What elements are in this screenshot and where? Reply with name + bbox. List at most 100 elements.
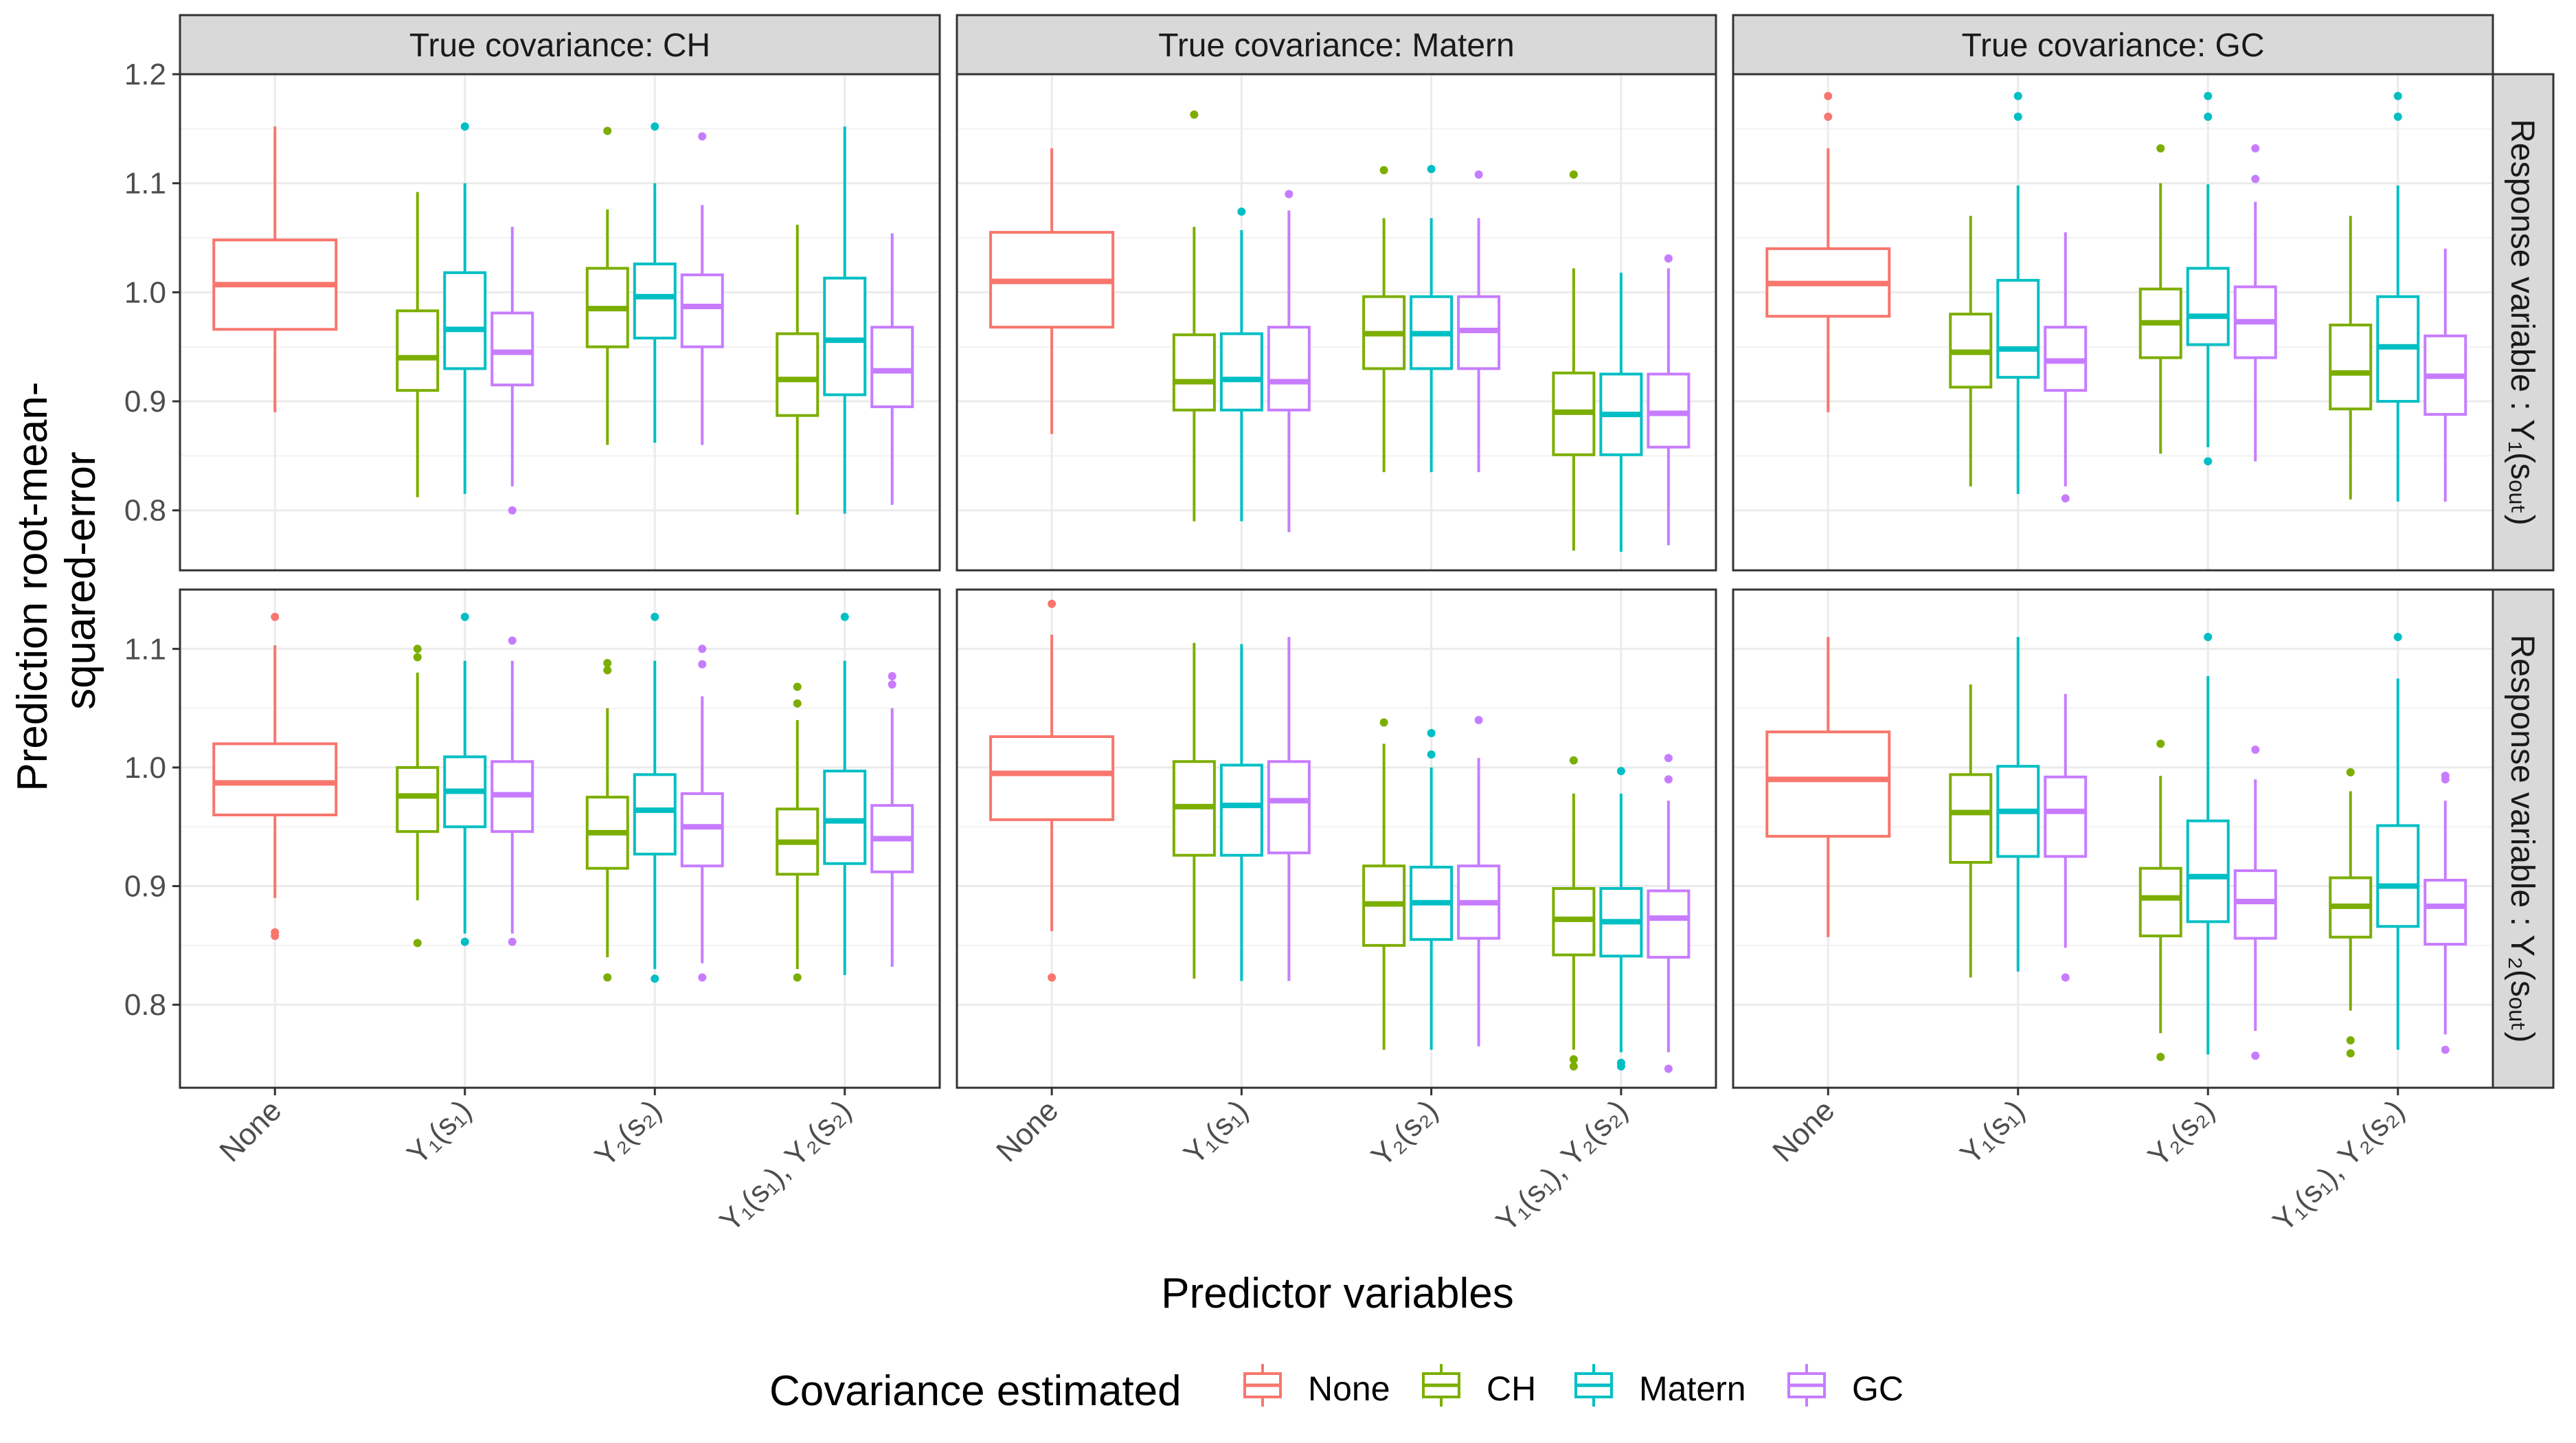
outlier-point [508,506,517,515]
x-tick-label: Y₁(s₁), Y₂(s₂) [713,1093,858,1238]
legend-title: Covariance estimated [769,1367,1182,1415]
outlier-point [888,672,896,681]
legend-entry-ch: CH [1422,1364,1536,1408]
box-ch [1949,216,1993,486]
box-matern [2186,91,2230,466]
x-axis-col-3: None Y₁(s₁) Y₂(s₂) Y₁(s₁), Y₂(s₂) [1766,1088,2411,1238]
box-gc [870,672,914,967]
outlier-point [2441,772,2450,781]
strip-right-2: Response variable : Y₂(sₒᵤₜ) [2492,588,2555,1089]
outlier-point [1824,112,1833,121]
y-tick-label: 0.9 [124,870,166,904]
outlier-point [651,974,659,983]
iqr-box [1267,326,1311,412]
outlier-point [1379,166,1388,175]
box-matern [1996,91,2040,494]
x-tick-label: None [1766,1093,1841,1168]
box-ch [1362,166,1406,473]
outlier-point [508,636,517,645]
strip-label: True covariance: GC [1961,27,2264,64]
iqr-box [680,792,724,868]
box-none [212,126,338,412]
box-ch [1949,684,1993,978]
box-ch [2329,768,2373,1058]
outlier-point [1664,254,1673,263]
box-none [212,612,338,941]
x-tick-label: None [990,1093,1065,1168]
box-matern [1996,637,2040,972]
outlier-point [2204,91,2213,100]
iqr-box [490,311,534,387]
box-ch [396,645,440,948]
strip-top-1: True covariance: CH [179,14,941,76]
outlier-point [698,973,707,982]
iqr-box [2424,878,2467,946]
outlier-point [2251,144,2260,153]
legend-entry-gc: GC [1787,1364,1903,1408]
box-gc [2424,248,2467,502]
box-matern [443,122,487,494]
strip-label: Response variable : Y₂(sₒᵤₜ) [2504,635,2540,1043]
outlier-point [1616,767,1625,776]
iqr-box [1765,730,1891,838]
outlier-point [698,645,707,653]
outlier-point [413,645,422,653]
outlier-point [651,612,659,621]
legend-label: None [1308,1369,1390,1408]
outlier-point [1569,1055,1578,1064]
box-gc [2424,772,2467,1054]
iqr-box [1996,278,2040,379]
box-gc [1267,637,1311,981]
outlier-point [2204,633,2213,642]
outlier-point [1474,715,1483,724]
outlier-point [2204,457,2213,466]
outlier-point [1569,1062,1578,1071]
outlier-point [1824,91,1833,100]
outlier-point [793,699,802,708]
panel-border [956,588,1717,1089]
box-ch [1552,170,1596,551]
x-axes: None Y₁(s₁) Y₂(s₂) Y₁(s₁), Y₂(s₂) None Y₁(s₁)… [213,1088,2411,1238]
x-axis-title: Predictor variables [1161,1270,1513,1317]
outlier-point [2251,1051,2260,1060]
y-tick-label: 1.2 [124,58,166,91]
outlier-point [698,132,707,141]
box-matern [633,122,677,443]
outlier-point [1048,599,1057,608]
box-ch [776,682,820,982]
outlier-point [1474,170,1483,179]
outlier-point [1427,165,1436,174]
outlier-point [1616,1058,1625,1067]
outlier-point [840,612,849,621]
strip-label: True covariance: CH [409,27,710,64]
iqr-box [1172,333,1216,412]
box-gc [1457,715,1501,1047]
iqr-box [633,262,677,340]
outlier-point [2013,112,2022,121]
outlier-point [413,939,422,948]
outlier-point [793,682,802,691]
y-tick-label: 1.1 [124,632,166,666]
strip-label: True covariance: Matern [1158,27,1514,64]
panel-border [179,588,941,1089]
box-none [989,599,1115,982]
outlier-point [2346,1049,2355,1058]
iqr-box [2233,869,2277,940]
outlier-point [1664,754,1673,763]
legend-entry-none: None [1243,1364,1390,1408]
panel-r1-c3 [1733,73,2493,570]
y-axis-row-2: 0.8 0.9 1.0 1.1 [124,632,180,1022]
box-gc [2044,232,2088,503]
outlier-point [698,660,707,669]
box-ch [1552,756,1596,1071]
box-gc [1647,754,1691,1073]
outlier-point [793,973,802,982]
y-axis-title-line-2: squared-error [57,451,104,710]
strip-right-1: Response variable : Y₁(sₒᵤₜ) [2492,73,2555,572]
outlier-point [460,937,469,946]
box-ch [1172,110,1216,522]
panels [179,73,2494,1089]
legend-label: CH [1487,1369,1536,1408]
box-ch [2138,739,2182,1062]
iqr-box [443,271,487,370]
